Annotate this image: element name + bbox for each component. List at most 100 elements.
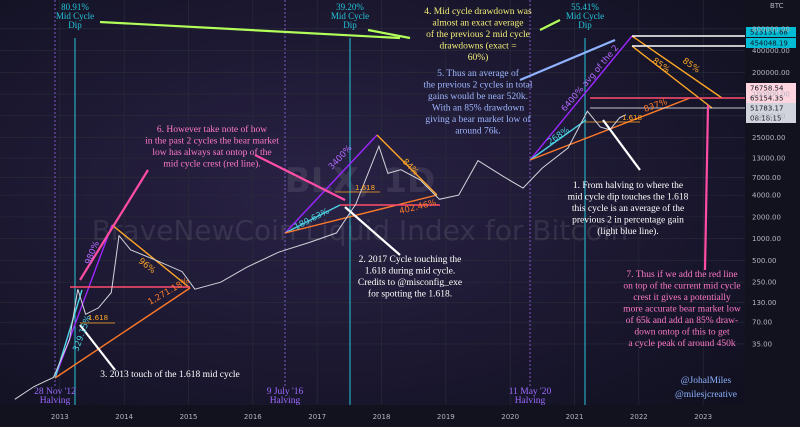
note-line: Dip bbox=[578, 20, 592, 30]
note-line: previous 2 in percentage gain bbox=[572, 216, 684, 226]
x-tick-label: 2016 bbox=[244, 413, 262, 421]
price-tag-box bbox=[746, 103, 796, 113]
y-tick-label: 70.00 bbox=[752, 319, 772, 327]
note-line: a cycle peak of around 450k bbox=[628, 338, 736, 349]
note-line: drawdowns (exact = bbox=[439, 41, 516, 52]
y-tick-label: 130.00 bbox=[752, 299, 777, 307]
note: 6. However take note of how in the past 2… bbox=[145, 124, 279, 170]
y-tick-label: 400000.00 bbox=[752, 47, 790, 55]
line-label: 1.618 bbox=[88, 314, 108, 322]
note-line: around 76k. bbox=[455, 127, 500, 137]
price-tag-box bbox=[746, 93, 796, 103]
dip-label: 39.20% Mid Cycle Dip bbox=[331, 2, 369, 30]
note-line: in the past 2 cycles the bear market bbox=[145, 137, 279, 147]
halving-lines bbox=[54, 0, 531, 388]
note-line: Dip bbox=[68, 20, 82, 30]
note-line: 7. Thus if we add the red line bbox=[626, 269, 737, 280]
y-tick-label: 100000.00 bbox=[752, 91, 790, 99]
price-tag: 76758.54 bbox=[750, 85, 784, 93]
y-tick-label: 4000.00 bbox=[752, 192, 781, 200]
note-line: for spotting the 1.618. bbox=[368, 289, 452, 300]
halving-label: 11 May '20 Halving bbox=[509, 387, 552, 406]
handle: @JohalMiles bbox=[681, 376, 732, 386]
note-line: 6. However take note of how bbox=[157, 124, 267, 135]
note-line: down ontop of this to get bbox=[634, 327, 730, 338]
note-line: 1.618 during mid cycle. bbox=[365, 267, 456, 277]
dip-lines bbox=[74, 38, 586, 405]
y-tick-label: 35.00 bbox=[752, 340, 772, 348]
y-tick-label: 200000.00 bbox=[752, 69, 790, 77]
price-tag-box bbox=[746, 113, 796, 123]
y-tick-label: 2000.00 bbox=[752, 213, 781, 221]
price-tag: 454048.19 bbox=[750, 40, 788, 48]
price-tag: 51783.17 bbox=[750, 105, 783, 113]
dip-label: 80.91% Mid Cycle Dip bbox=[56, 2, 94, 30]
note-line: mid cycle dip touches the 1.618 bbox=[568, 193, 689, 203]
note-line: gains would be near 520k. bbox=[428, 92, 528, 102]
dip-label: 55.41% Mid Cycle Dip bbox=[566, 2, 604, 30]
halving-label: 9 July '16 Halving bbox=[267, 387, 304, 406]
y-tick-label: 250.00 bbox=[752, 279, 777, 287]
note-line: 1. From halving to where the bbox=[573, 181, 683, 191]
note-line: Dip bbox=[343, 20, 357, 30]
note-line: 9 July '16 bbox=[267, 387, 304, 397]
note: 3. 2013 touch of the 1.618 mid cycle bbox=[100, 369, 240, 380]
x-tick-label: 2014 bbox=[115, 413, 133, 421]
note-line: Credits to @misconfig_exe bbox=[358, 277, 462, 288]
price-tag: 523131.68 bbox=[750, 29, 788, 37]
note-line: Mid Cycle bbox=[331, 11, 369, 21]
x-tick-label: 2020 bbox=[501, 413, 519, 421]
note-line: of 65k and add an 85% draw- bbox=[626, 315, 738, 326]
price-tag-box bbox=[746, 83, 796, 93]
note-line: Halving bbox=[270, 396, 301, 406]
note: 2. 2017 Cycle touching the 1.618 during m… bbox=[358, 255, 462, 300]
note: 7. Thus if we add the red line on top of … bbox=[623, 269, 741, 349]
x-tick-label: 2017 bbox=[308, 413, 326, 421]
x-tick-label: 2019 bbox=[437, 413, 455, 421]
note-line: this cycle is an average of the bbox=[572, 203, 684, 214]
x-tick-label: 2013 bbox=[51, 413, 69, 421]
note: 4. Mid cycle drawdown was almost an exact… bbox=[424, 7, 532, 63]
note-line: Mid Cycle bbox=[56, 11, 94, 21]
note-line: 3. 2013 touch of the 1.618 mid cycle bbox=[100, 369, 240, 380]
x-tick-label: 2015 bbox=[180, 413, 198, 421]
y-tick-label: 800000.00 bbox=[752, 25, 790, 33]
y-tick-label: 50000.00 bbox=[752, 112, 785, 120]
arrows bbox=[79, 19, 710, 371]
note: 5. Thus an average of the previous 2 cycl… bbox=[424, 68, 533, 137]
x-tick-label: 2022 bbox=[630, 413, 648, 421]
handles: @JohalMiles @milesjcreative bbox=[675, 376, 737, 400]
note-line: crest it gives a potentially bbox=[633, 293, 731, 303]
x-tick-label: 2021 bbox=[566, 413, 584, 421]
note-line: 5. Thus an average of bbox=[437, 68, 520, 79]
x-tick-label: 2018 bbox=[373, 413, 391, 421]
halving-label: 28 Nov '12 Halving bbox=[34, 387, 76, 406]
price-tag-box bbox=[746, 27, 796, 37]
note: 1. From halving to where the mid cycle di… bbox=[568, 181, 689, 237]
price-axis bbox=[745, 0, 800, 427]
note-line: low has always sat ontop of the bbox=[152, 147, 271, 158]
x-tick-label: 2023 bbox=[694, 413, 712, 421]
note-line: With an 85% drawdown bbox=[432, 104, 524, 114]
note-line: Halving bbox=[40, 396, 71, 406]
price-line bbox=[14, 110, 627, 400]
time-axis bbox=[0, 405, 800, 427]
line-label: 1.618 bbox=[355, 184, 375, 192]
note-line: 55.41% bbox=[571, 2, 599, 12]
y-tick-label: 500.00 bbox=[752, 257, 777, 265]
note-line: of the previous 2 mid cycle bbox=[426, 29, 530, 40]
note-line: (light blue line). bbox=[597, 226, 658, 237]
note-line: Halving bbox=[515, 396, 546, 406]
y-tick-label: 25000.00 bbox=[752, 134, 785, 142]
y-tick-label: 13000.00 bbox=[752, 155, 785, 163]
note-line: 4. Mid cycle drawdown was bbox=[424, 7, 532, 17]
note-line: 80.91% bbox=[61, 2, 89, 12]
note-line: the previous 2 cycles in total bbox=[424, 81, 533, 91]
note-line: giving a bear market low of bbox=[425, 114, 531, 125]
note-line: 2. 2017 Cycle touching the bbox=[359, 255, 462, 265]
note-line: almost an exact average bbox=[433, 19, 524, 29]
price-tag-box bbox=[746, 38, 796, 48]
